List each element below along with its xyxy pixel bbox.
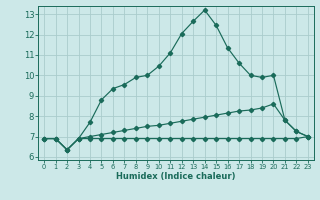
X-axis label: Humidex (Indice chaleur): Humidex (Indice chaleur) <box>116 172 236 181</box>
